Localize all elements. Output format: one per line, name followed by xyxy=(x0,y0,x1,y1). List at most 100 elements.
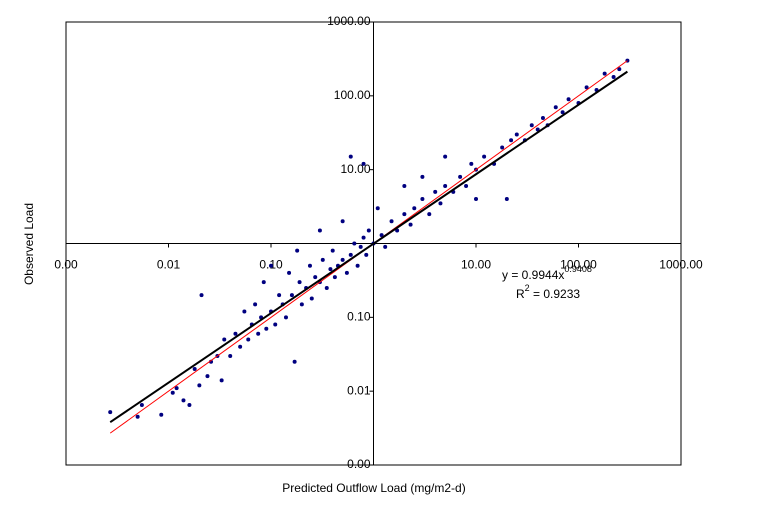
point xyxy=(246,337,251,342)
point xyxy=(482,154,487,159)
r-value: = 0.9233 xyxy=(530,287,581,301)
point xyxy=(474,197,478,202)
point xyxy=(540,116,545,121)
x-tick-label: 0.01 xyxy=(157,258,181,272)
point xyxy=(427,212,432,217)
point xyxy=(192,366,197,371)
y-tick-label: 100.00 xyxy=(334,88,371,102)
point xyxy=(366,228,371,233)
point xyxy=(408,222,413,227)
equation-text: y = 0.9944x xyxy=(502,268,564,282)
point xyxy=(340,219,345,224)
x-tick-label: 0.00 xyxy=(54,258,78,272)
point xyxy=(352,241,357,246)
point xyxy=(139,402,144,407)
point xyxy=(438,201,443,206)
point xyxy=(535,127,540,132)
point xyxy=(328,267,333,272)
point xyxy=(611,74,616,79)
point xyxy=(383,244,388,249)
equation: y = 0.9944x0.9408 xyxy=(502,264,592,282)
point xyxy=(529,123,534,128)
point xyxy=(402,184,407,189)
point xyxy=(264,326,269,331)
point xyxy=(375,206,380,211)
point xyxy=(509,138,514,143)
point xyxy=(199,293,204,298)
point xyxy=(361,235,366,240)
point xyxy=(364,252,369,257)
point xyxy=(170,390,175,395)
y-tick-label: 10.00 xyxy=(340,162,370,176)
point xyxy=(504,197,509,202)
x-tick-label: 1000.00 xyxy=(659,258,703,272)
point xyxy=(602,71,607,76)
equation-exponent: 0.9408 xyxy=(564,264,592,274)
point xyxy=(297,280,302,285)
point xyxy=(313,275,318,280)
y-tick-label: 0.01 xyxy=(347,383,371,397)
point xyxy=(233,331,238,336)
point xyxy=(566,97,571,102)
point xyxy=(443,184,448,189)
y-axis-label: Observed Load xyxy=(22,203,36,285)
point xyxy=(287,270,292,275)
y-tick-label: 1000.00 xyxy=(327,14,371,28)
point xyxy=(135,414,140,419)
point xyxy=(420,197,425,202)
point xyxy=(283,315,288,320)
point xyxy=(273,322,278,327)
trend-line xyxy=(109,70,628,424)
point xyxy=(358,244,363,249)
point xyxy=(317,228,322,233)
r-squared: R2 = 0.9233 xyxy=(516,283,580,301)
y-tick-label: 0.10 xyxy=(347,310,371,324)
point xyxy=(307,263,312,268)
point xyxy=(332,275,337,280)
x-tick-label: 100.00 xyxy=(560,258,597,272)
point xyxy=(617,67,622,72)
point xyxy=(433,189,438,194)
point xyxy=(277,293,282,298)
point xyxy=(348,154,353,159)
point xyxy=(174,386,179,391)
point xyxy=(320,257,325,262)
point xyxy=(412,206,417,211)
point xyxy=(361,161,366,166)
point xyxy=(253,302,258,307)
point xyxy=(340,257,345,262)
point xyxy=(379,233,384,238)
point xyxy=(299,302,304,307)
point xyxy=(181,398,186,403)
point xyxy=(348,252,353,257)
point xyxy=(159,412,164,417)
point xyxy=(443,154,448,159)
point xyxy=(205,374,210,379)
point xyxy=(197,383,202,388)
point xyxy=(355,263,360,268)
point xyxy=(228,353,233,358)
point xyxy=(514,132,519,137)
r-sup: 2 xyxy=(525,283,530,293)
r-text: R xyxy=(516,287,525,301)
point xyxy=(295,248,300,253)
point xyxy=(469,161,474,166)
point xyxy=(500,145,505,150)
point xyxy=(256,331,261,336)
point xyxy=(458,174,463,179)
y-tick-label: 0.00 xyxy=(347,457,371,471)
point xyxy=(584,85,589,90)
point xyxy=(330,248,335,253)
point xyxy=(344,270,349,275)
point xyxy=(219,378,224,383)
point xyxy=(389,219,394,224)
point xyxy=(402,212,407,217)
point xyxy=(324,285,329,290)
point xyxy=(292,359,297,364)
point xyxy=(464,184,469,189)
point xyxy=(261,280,266,285)
x-axis-label: Predicted Outflow Load (mg/m2-d) xyxy=(282,481,465,495)
point xyxy=(420,174,425,179)
